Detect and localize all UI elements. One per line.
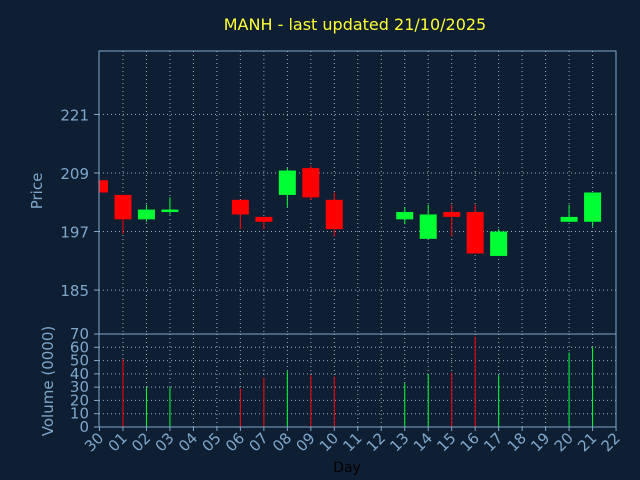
price-tick-label: 209 (60, 165, 89, 183)
candle-body (302, 168, 320, 198)
volume-tick-label: 50 (70, 352, 89, 370)
x-axis-ticks: 3001020304050607080910111213141516171819… (81, 427, 624, 455)
candle-body (443, 212, 461, 217)
price-tick-label: 197 (60, 224, 89, 242)
volume-tick-label: 0 (79, 418, 89, 436)
x-axis-label: Day (333, 460, 361, 476)
volume-axis-label: Volume (0000) (39, 326, 57, 436)
price-panel: 185 197 209 221 (60, 50, 617, 335)
candle-body (114, 194, 132, 220)
volume-tick-label: 70 (70, 325, 89, 343)
chart-title: MANH - last updated 21/10/2025 (224, 15, 486, 34)
candle-body (99, 180, 108, 193)
candle-body (419, 214, 437, 239)
candle-body (231, 199, 249, 215)
price-tick-label: 221 (60, 106, 89, 124)
volume-tick-label: 40 (70, 365, 89, 383)
candle-body (466, 212, 484, 254)
volume-tick-label: 60 (70, 338, 89, 356)
price-tick-label: 185 (60, 282, 89, 300)
volume-tick-label: 20 (70, 391, 89, 409)
candle-body (490, 231, 508, 256)
candle-body (255, 216, 273, 222)
candle-body (325, 199, 343, 230)
volume-tick-label: 10 (70, 405, 89, 423)
volume-tick-label: 30 (70, 378, 89, 396)
candles (99, 165, 602, 256)
candle-body (560, 216, 578, 222)
price-axis-label: Price (28, 173, 46, 210)
candle-body (396, 212, 414, 220)
candle-body (137, 209, 155, 220)
candle-body (278, 170, 296, 195)
candle-body (584, 192, 602, 222)
candle-body (161, 209, 179, 213)
